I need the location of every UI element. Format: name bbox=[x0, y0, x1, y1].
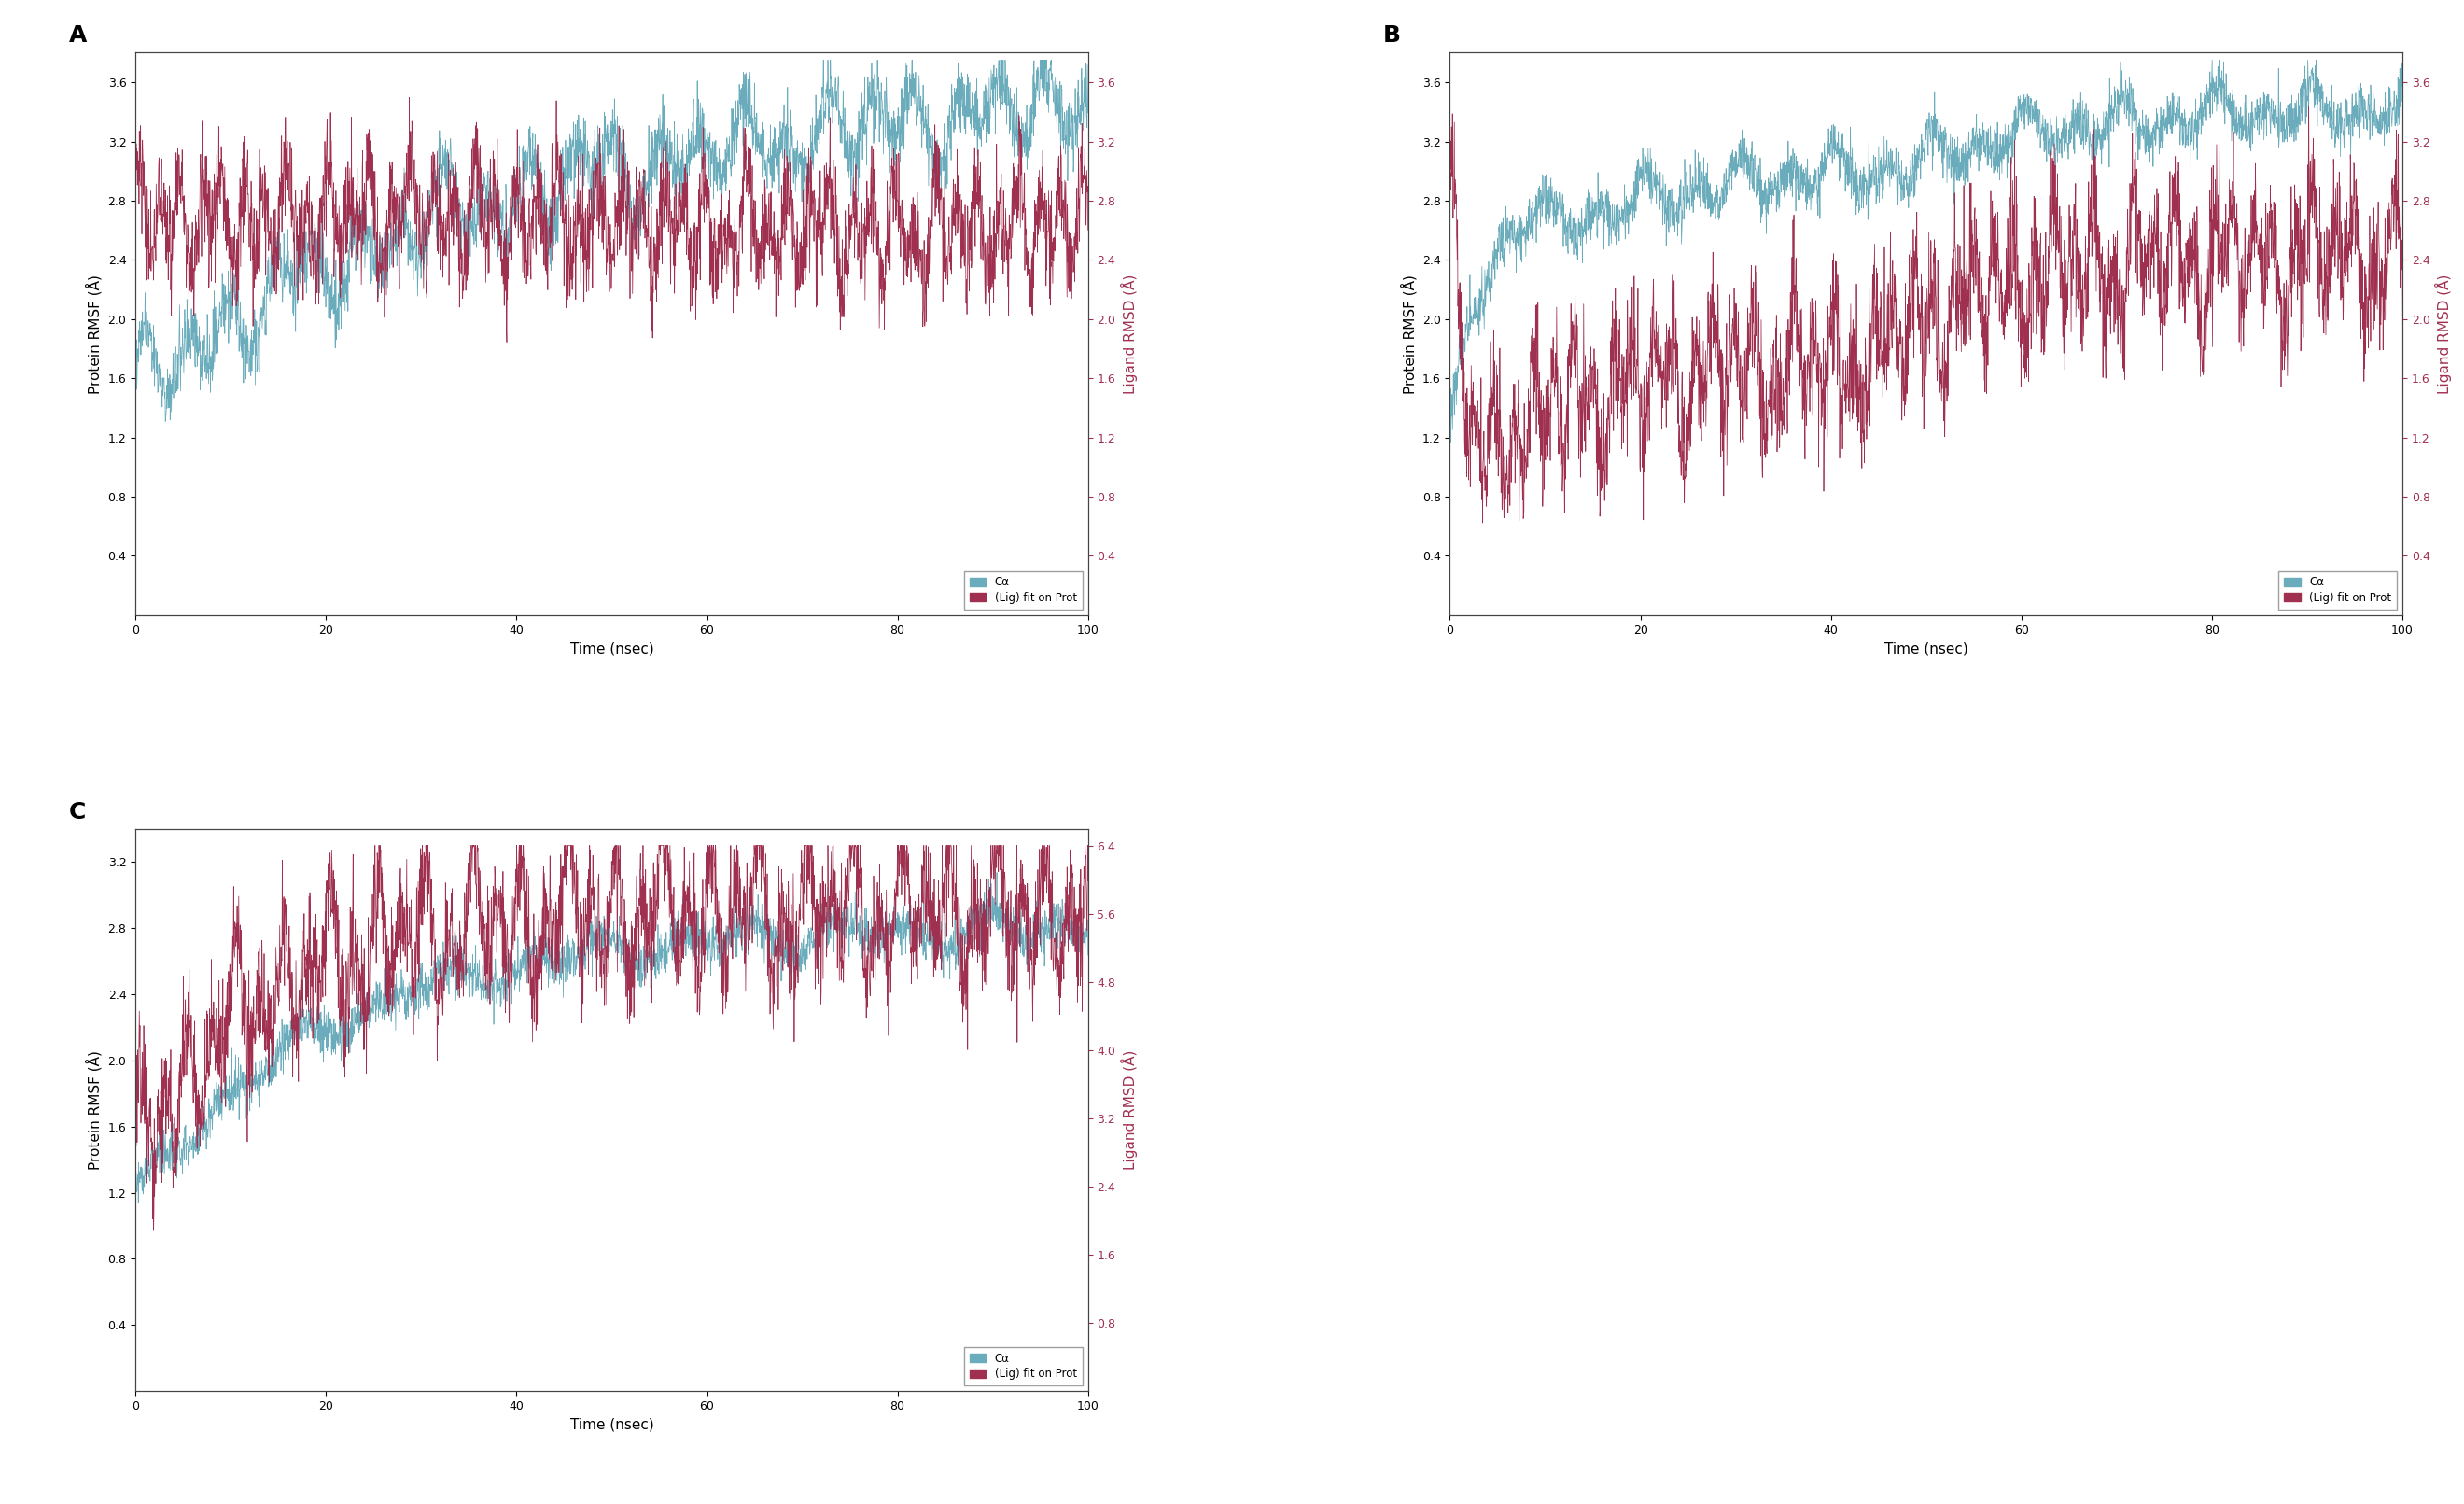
Y-axis label: Protein RMSF (Å): Protein RMSF (Å) bbox=[86, 1050, 103, 1170]
Y-axis label: Ligand RMSD (Å): Ligand RMSD (Å) bbox=[1121, 1050, 1138, 1170]
Text: B: B bbox=[1382, 24, 1402, 47]
Legend: Cα, (Lig) fit on Prot: Cα, (Lig) fit on Prot bbox=[2279, 572, 2397, 609]
Text: C: C bbox=[69, 800, 86, 823]
Y-axis label: Protein RMSF (Å): Protein RMSF (Å) bbox=[1400, 274, 1417, 394]
Y-axis label: Protein RMSF (Å): Protein RMSF (Å) bbox=[86, 274, 103, 394]
X-axis label: Time (nsec): Time (nsec) bbox=[569, 642, 653, 656]
Text: A: A bbox=[69, 24, 86, 47]
X-axis label: Time (nsec): Time (nsec) bbox=[1885, 642, 1969, 656]
Legend: Cα, (Lig) fit on Prot: Cα, (Lig) fit on Prot bbox=[963, 572, 1082, 609]
Legend: Cα, (Lig) fit on Prot: Cα, (Lig) fit on Prot bbox=[963, 1348, 1082, 1385]
Y-axis label: Ligand RMSD (Å): Ligand RMSD (Å) bbox=[1121, 274, 1138, 394]
X-axis label: Time (nsec): Time (nsec) bbox=[569, 1418, 653, 1432]
Y-axis label: Ligand RMSD (Å): Ligand RMSD (Å) bbox=[2434, 274, 2452, 394]
